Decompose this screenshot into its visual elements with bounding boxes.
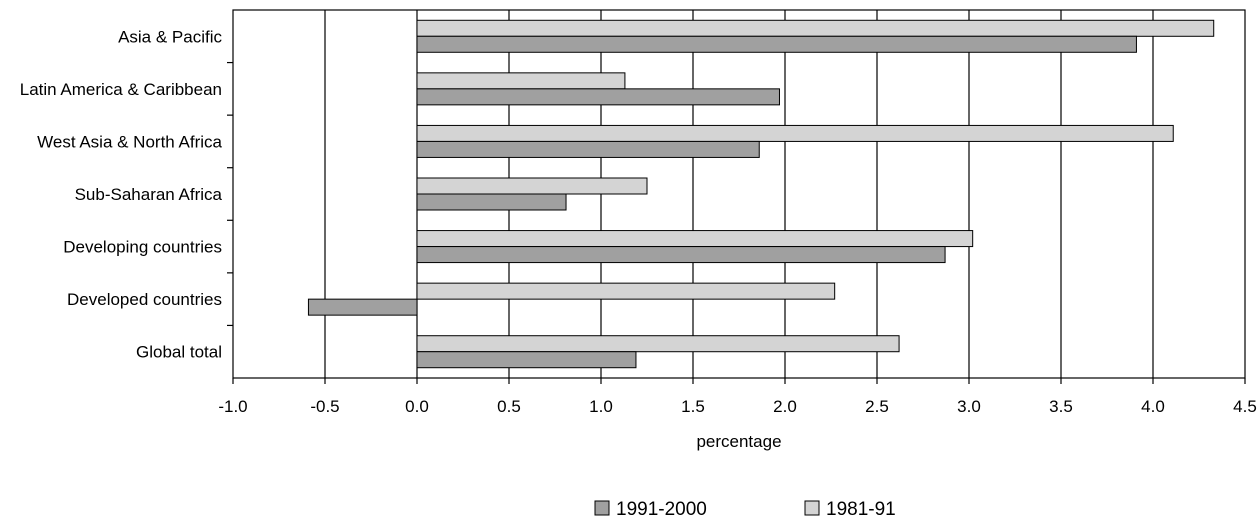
x-tick-label: 3.5 xyxy=(1049,397,1073,416)
bar xyxy=(416,19,1215,37)
legend-swatch xyxy=(594,500,610,516)
legend-label: 1981-91 xyxy=(826,499,896,520)
bar xyxy=(416,335,900,353)
x-tick-label: 3.0 xyxy=(957,397,981,416)
bar xyxy=(416,72,626,90)
x-tick-label: 1.0 xyxy=(589,397,613,416)
x-tick-label: 2.5 xyxy=(865,397,889,416)
y-tick-label: Developed countries xyxy=(67,290,222,309)
x-tick-label: -1.0 xyxy=(218,397,247,416)
bars xyxy=(307,19,1215,369)
x-axis-labels: -1.0 -0.5 0.0 0.5 1.0 1.5 2.0 2.5 3.0 3.5 4.0 4.5 xyxy=(218,397,1256,416)
x-tick-label: 2.0 xyxy=(773,397,797,416)
plot-area xyxy=(232,9,1246,379)
x-tick-label: -0.5 xyxy=(310,397,339,416)
y-tick-label: Sub-Saharan Africa xyxy=(75,185,223,204)
bar xyxy=(416,35,1137,53)
bar xyxy=(416,193,567,211)
x-tick-label: 1.5 xyxy=(681,397,705,416)
legend: 1991-2000 1981-91 xyxy=(594,499,896,520)
bar xyxy=(416,282,836,300)
x-tick-label: 0.5 xyxy=(497,397,521,416)
x-tick-label: 4.0 xyxy=(1141,397,1165,416)
bar xyxy=(307,298,418,316)
y-tick-label: Latin America & Caribbean xyxy=(20,80,222,99)
y-tick-label: West Asia & North Africa xyxy=(37,132,222,151)
bar xyxy=(416,246,946,264)
legend-swatch xyxy=(804,500,820,516)
y-axis-labels: Asia & Pacific Latin America & Caribbean W… xyxy=(20,27,223,361)
x-tick-label: 4.5 xyxy=(1233,397,1257,416)
x-tick-label: 0.0 xyxy=(405,397,429,416)
bar xyxy=(416,351,637,369)
y-tick-label: Global total xyxy=(136,343,222,362)
y-tick-label: Asia & Pacific xyxy=(118,27,222,46)
bar xyxy=(416,124,1174,142)
bar xyxy=(416,88,780,106)
y-tick-label: Developing countries xyxy=(63,238,222,257)
bar xyxy=(416,230,974,248)
legend-label: 1991-2000 xyxy=(616,499,707,520)
bar xyxy=(416,140,760,158)
x-axis-title: percentage xyxy=(696,432,781,451)
y-axis-ticks xyxy=(227,61,233,327)
bar xyxy=(416,177,648,195)
